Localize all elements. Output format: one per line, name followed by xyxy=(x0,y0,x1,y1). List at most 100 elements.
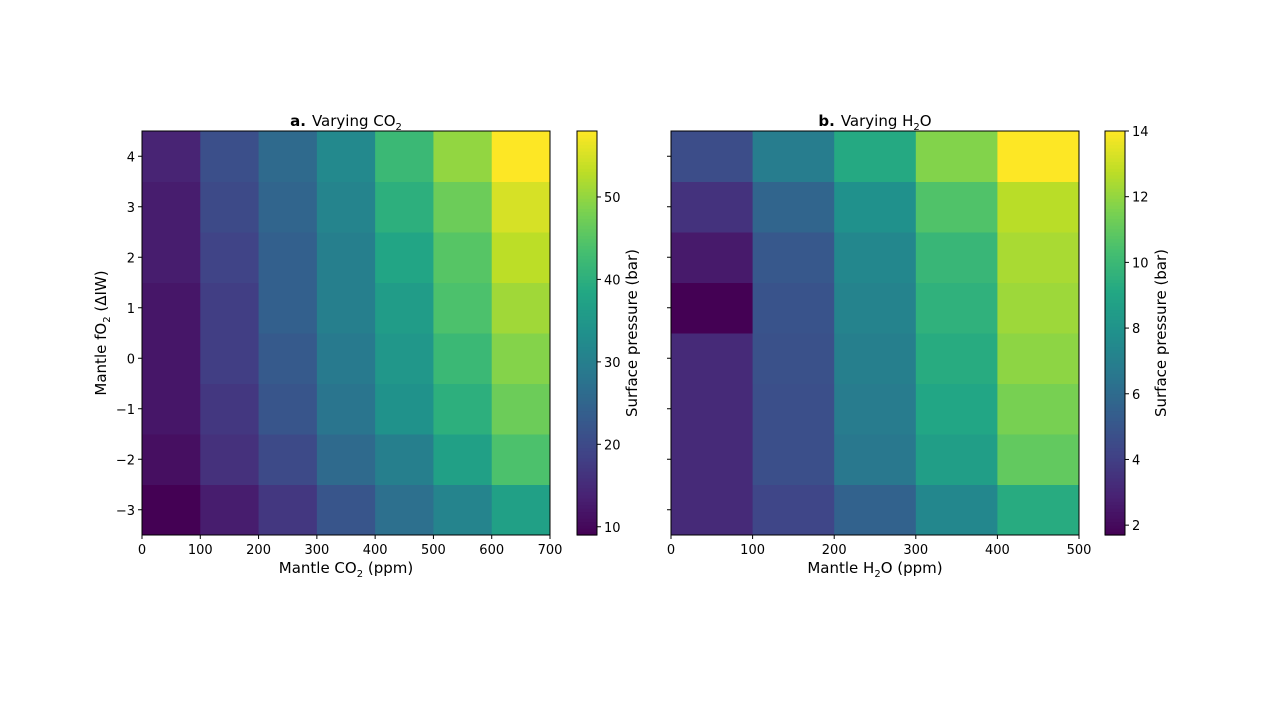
colorbar-segment-a xyxy=(577,228,597,233)
heatmap-cell-b xyxy=(752,484,835,536)
colorbar-segment-a xyxy=(577,295,597,300)
heatmap-cell-b xyxy=(671,181,754,233)
colorbar-segment-b xyxy=(1105,292,1125,297)
heatmap-cell-a xyxy=(491,232,551,283)
colorbar-segment-b xyxy=(1105,275,1125,280)
colorbar-segment-a xyxy=(577,174,597,179)
colorbar-segment-b xyxy=(1105,282,1125,287)
heatmap-cell-b xyxy=(915,131,998,182)
colorbar-segment-b xyxy=(1105,343,1125,348)
heatmap-cell-a xyxy=(200,333,260,384)
x-axis-b: 0 100 200 300 400 500 xyxy=(667,535,1092,558)
panel-a: 0 100 200 300 400 500 600 700 −3 −2 −1 0 1 2 3 4 a. Var… xyxy=(92,112,641,580)
colorbar-segment-b xyxy=(1105,524,1125,529)
colorbar-segment-a xyxy=(577,269,597,273)
colorbar-segment-b xyxy=(1105,141,1125,146)
colorbar-segment-b xyxy=(1105,134,1125,139)
colorbar-segment-a xyxy=(577,467,597,472)
heatmap-cell-a xyxy=(491,131,551,182)
colorbar-tick-label-b: 6 xyxy=(1132,388,1140,403)
colorbar-segment-a xyxy=(577,504,597,509)
heatmap-cell-b xyxy=(915,232,998,283)
heatmap-cell-a xyxy=(375,232,434,283)
colorbar-segment-b xyxy=(1105,329,1125,334)
colorbar-segment-b xyxy=(1105,393,1125,398)
heatmap-cell-b xyxy=(834,181,917,233)
colorbar-segment-a xyxy=(577,521,597,526)
heatmap-cell-a xyxy=(375,484,434,536)
colorbar-segment-a xyxy=(577,218,597,223)
colorbar-segment-b xyxy=(1105,309,1125,314)
colorbar-segment-b xyxy=(1105,306,1125,311)
colorbar-tick-label-b: 4 xyxy=(1132,453,1140,468)
heatmap-cell-a xyxy=(200,434,260,485)
colorbar-segment-a xyxy=(577,309,597,314)
heatmap-cell-b xyxy=(915,181,998,233)
heatmap-cell-b xyxy=(915,434,998,485)
colorbar-segment-b xyxy=(1105,447,1125,452)
colorbar-segment-a xyxy=(577,184,597,189)
heatmap-cell-b xyxy=(752,333,835,384)
heatmap-cell-a xyxy=(375,333,434,384)
y-tick-label-a: 1 xyxy=(127,302,135,317)
heatmap-cell-b xyxy=(752,181,835,233)
colorbar-segment-a xyxy=(577,205,597,210)
x-tick-label-a: 300 xyxy=(304,543,329,558)
colorbar-segment-b xyxy=(1105,396,1125,401)
colorbar-segment-b xyxy=(1105,184,1125,189)
colorbar-segment-b xyxy=(1105,494,1125,499)
heatmap-cell-a xyxy=(491,333,551,384)
colorbar-segment-a xyxy=(577,423,597,428)
colorbar-segment-b xyxy=(1105,322,1125,327)
colorbar-segment-a xyxy=(577,198,597,203)
heatmap-cell-a xyxy=(258,434,318,485)
colorbar-segment-a xyxy=(577,477,597,482)
colorbar-segment-a xyxy=(577,292,597,297)
heatmap-cell-a xyxy=(142,484,201,536)
colorbar-tick-label-a: 20 xyxy=(604,438,621,453)
heatmap-cell-a xyxy=(142,333,201,384)
heatmap-cell-a xyxy=(142,282,201,334)
heatmap-cell-a xyxy=(316,282,376,334)
colorbar-segment-b xyxy=(1105,467,1125,472)
colorbar-segment-a xyxy=(577,272,597,277)
colorbar-segment-a xyxy=(577,380,597,385)
colorbar-segment-b xyxy=(1105,531,1125,536)
colorbar-segment-b xyxy=(1105,151,1125,156)
heatmap-cell-b xyxy=(997,282,1080,334)
colorbar-segment-a xyxy=(577,232,597,236)
colorbar-segment-b xyxy=(1105,528,1125,533)
x-tick-label-a: 700 xyxy=(538,543,563,558)
colorbar-segment-b xyxy=(1105,171,1125,176)
colorbar-segment-a xyxy=(577,164,597,169)
colorbar-segment-b xyxy=(1105,514,1125,519)
colorbar-b: 2 4 6 8 10 12 14 xyxy=(1104,125,1149,536)
heatmap-cell-b xyxy=(671,484,754,536)
colorbar-segment-b xyxy=(1105,430,1125,435)
colorbar-segment-a xyxy=(577,343,597,348)
x-tick-label-b: 100 xyxy=(740,543,765,558)
colorbar-tick-label-b: 2 xyxy=(1132,519,1140,534)
colorbar-segment-b xyxy=(1105,508,1125,513)
colorbar-segment-a xyxy=(577,168,597,172)
colorbar-segment-a xyxy=(577,474,597,479)
x-tick-label-b: 500 xyxy=(1067,543,1092,558)
colorbar-segment-a xyxy=(577,275,597,280)
colorbar-segment-b xyxy=(1105,437,1125,442)
colorbar-segment-a xyxy=(577,454,597,459)
y-axis-label-a: Mantle fO2 (ΔIW) xyxy=(92,270,113,395)
colorbar-segment-b xyxy=(1105,215,1125,220)
colorbar-segment-b xyxy=(1105,484,1125,489)
colorbar-segment-a xyxy=(577,181,597,186)
colorbar-tick-label-a: 30 xyxy=(604,356,621,371)
heatmap-cell-a xyxy=(316,434,376,485)
heatmap-cell-a xyxy=(142,131,201,182)
colorbar-segment-a xyxy=(577,531,597,536)
heatmap-cell-b xyxy=(834,434,917,485)
colorbar-segment-a xyxy=(577,248,597,253)
colorbar-segment-a xyxy=(577,376,597,381)
colorbar-segment-b xyxy=(1105,504,1125,509)
heatmap-cell-b xyxy=(752,434,835,485)
colorbar-segment-a xyxy=(577,211,597,216)
colorbar-segment-b xyxy=(1105,487,1125,492)
